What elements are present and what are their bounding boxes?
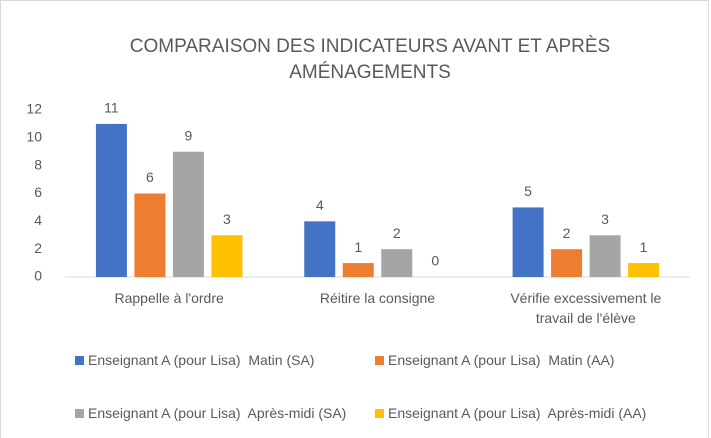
x-tick-label: Rappelle à l'ordre bbox=[114, 290, 224, 306]
y-tick-label: 8 bbox=[34, 156, 42, 172]
data-label: 5 bbox=[524, 183, 532, 199]
legend-label: Enseignant A (pour Lisa) Après-midi (SA) bbox=[88, 405, 347, 421]
data-label: 1 bbox=[640, 239, 648, 255]
x-tick-label: Vérifie excessivement le travail de l'él… bbox=[510, 290, 662, 326]
bar bbox=[628, 263, 660, 277]
bar bbox=[381, 249, 413, 277]
bar bbox=[342, 263, 374, 277]
chart-title: COMPARAISON DES INDICATEURS AVANT ET APR… bbox=[129, 36, 611, 83]
bar bbox=[211, 235, 243, 277]
bar bbox=[589, 235, 621, 277]
y-tick-label: 4 bbox=[34, 212, 42, 228]
legend-item: Enseignant A (pour Lisa) Matin (SA) bbox=[75, 350, 365, 370]
data-label: 2 bbox=[563, 225, 571, 241]
bar bbox=[512, 207, 544, 277]
y-tick-label: 10 bbox=[26, 129, 42, 145]
data-label: 9 bbox=[185, 127, 193, 143]
data-label: 4 bbox=[316, 197, 324, 213]
legend-label: Enseignant A (pour Lisa) Après-midi (AA) bbox=[388, 405, 647, 421]
bar bbox=[172, 151, 204, 277]
legend-item: Enseignant A (pour Lisa) Après-midi (SA) bbox=[75, 403, 365, 423]
data-label: 11 bbox=[104, 100, 119, 116]
data-label: 0 bbox=[431, 253, 439, 269]
legend-swatch bbox=[75, 356, 84, 365]
y-tick-label: 12 bbox=[26, 101, 42, 117]
legend-swatch bbox=[375, 356, 384, 365]
y-tick-label: 6 bbox=[34, 184, 42, 200]
bar bbox=[134, 193, 166, 277]
y-tick-label: 2 bbox=[34, 240, 42, 256]
legend-swatch bbox=[75, 409, 84, 418]
legend-label: Enseignant A (pour Lisa) Matin (AA) bbox=[388, 352, 615, 368]
legend-item: Enseignant A (pour Lisa) Matin (AA) bbox=[375, 350, 665, 370]
x-tick-label: Réitire la consigne bbox=[319, 290, 436, 306]
bar bbox=[304, 221, 336, 277]
bar bbox=[95, 123, 127, 278]
data-label: 6 bbox=[146, 169, 154, 185]
legend-item: Enseignant A (pour Lisa) Après-midi (AA) bbox=[375, 403, 665, 423]
bar bbox=[551, 249, 583, 277]
data-label: 2 bbox=[393, 225, 401, 241]
data-label: 1 bbox=[354, 239, 362, 255]
legend-label: Enseignant A (pour Lisa) Matin (SA) bbox=[88, 352, 315, 368]
y-tick-label: 0 bbox=[34, 268, 42, 284]
data-label: 3 bbox=[601, 211, 609, 227]
data-label: 3 bbox=[223, 211, 231, 227]
legend-swatch bbox=[375, 409, 384, 418]
